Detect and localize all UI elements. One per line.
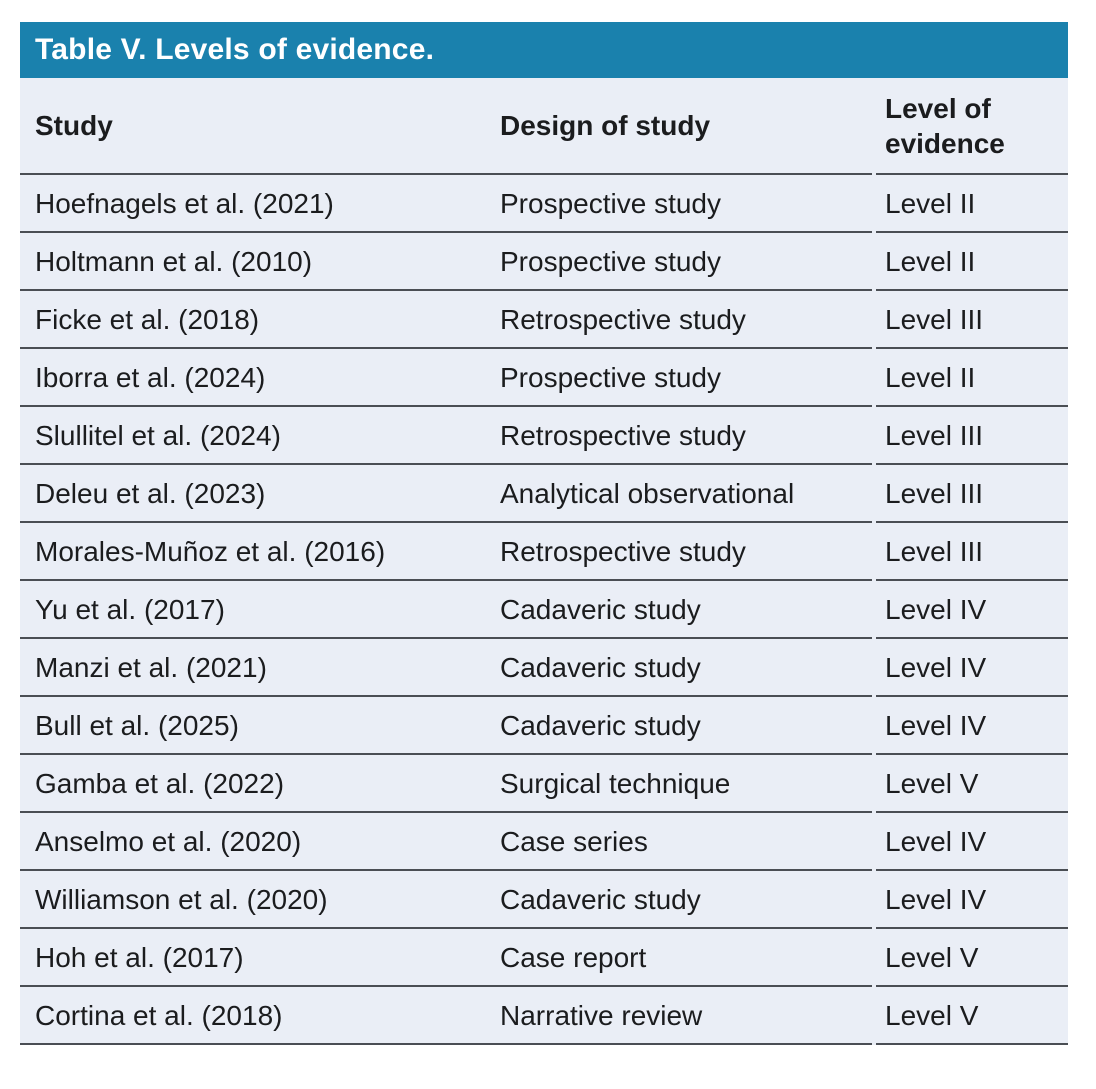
level-cell: Level V [876, 755, 1068, 813]
table-row: Cortina et al. (2018) Narrative review L… [20, 987, 1068, 1045]
level-cell: Level IV [876, 871, 1068, 929]
table-row: Anselmo et al. (2020) Case series Level … [20, 813, 1068, 871]
study-cell: Yu et al. (2017) [20, 581, 485, 639]
level-cell: Level II [876, 349, 1068, 407]
table-row: Hoh et al. (2017) Case report Level V [20, 929, 1068, 987]
design-cell: Prospective study [485, 349, 872, 407]
level-cell: Level II [876, 233, 1068, 291]
column-header-study: Study [20, 78, 485, 175]
table-row: Slullitel et al. (2024) Retrospective st… [20, 407, 1068, 465]
table-row: Williamson et al. (2020) Cadaveric study… [20, 871, 1068, 929]
table-title-bar: Table V. Levels of evidence. [20, 22, 1068, 78]
level-cell: Level IV [876, 581, 1068, 639]
study-cell: Anselmo et al. (2020) [20, 813, 485, 871]
study-cell: Morales-Muñoz et al. (2016) [20, 523, 485, 581]
table-row: Ficke et al. (2018) Retrospective study … [20, 291, 1068, 349]
design-cell: Case report [485, 929, 872, 987]
table-body: Hoefnagels et al. (2021) Prospective stu… [20, 175, 1068, 1045]
level-cell: Level V [876, 987, 1068, 1045]
level-cell: Level III [876, 291, 1068, 349]
level-cell: Level III [876, 407, 1068, 465]
level-cell: Level III [876, 523, 1068, 581]
table-row: Morales-Muñoz et al. (2016) Retrospectiv… [20, 523, 1068, 581]
design-cell: Surgical technique [485, 755, 872, 813]
level-cell: Level IV [876, 697, 1068, 755]
study-cell: Cortina et al. (2018) [20, 987, 485, 1045]
table-row: Manzi et al. (2021) Cadaveric study Leve… [20, 639, 1068, 697]
level-cell: Level II [876, 175, 1068, 233]
evidence-table: Table V. Levels of evidence. Study Desig… [20, 22, 1068, 1045]
design-cell: Retrospective study [485, 291, 872, 349]
design-cell: Retrospective study [485, 523, 872, 581]
design-cell: Narrative review [485, 987, 872, 1045]
table-row: Hoefnagels et al. (2021) Prospective stu… [20, 175, 1068, 233]
design-cell: Cadaveric study [485, 639, 872, 697]
study-cell: Hoefnagels et al. (2021) [20, 175, 485, 233]
column-header-level: Level of evidence [876, 78, 1068, 175]
study-cell: Iborra et al. (2024) [20, 349, 485, 407]
table-row: Yu et al. (2017) Cadaveric study Level I… [20, 581, 1068, 639]
study-cell: Ficke et al. (2018) [20, 291, 485, 349]
table-row: Bull et al. (2025) Cadaveric study Level… [20, 697, 1068, 755]
design-cell: Cadaveric study [485, 581, 872, 639]
table-title: Table V. Levels of evidence. [35, 33, 435, 66]
column-header-design: Design of study [485, 78, 872, 175]
table-row: Iborra et al. (2024) Prospective study L… [20, 349, 1068, 407]
study-cell: Gamba et al. (2022) [20, 755, 485, 813]
level-cell: Level IV [876, 813, 1068, 871]
level-cell: Level IV [876, 639, 1068, 697]
design-cell: Case series [485, 813, 872, 871]
study-cell: Deleu et al. (2023) [20, 465, 485, 523]
table-row: Deleu et al. (2023) Analytical observati… [20, 465, 1068, 523]
design-cell: Retrospective study [485, 407, 872, 465]
study-cell: Hoh et al. (2017) [20, 929, 485, 987]
design-cell: Cadaveric study [485, 697, 872, 755]
table-row: Gamba et al. (2022) Surgical technique L… [20, 755, 1068, 813]
design-cell: Analytical observational [485, 465, 872, 523]
study-cell: Slullitel et al. (2024) [20, 407, 485, 465]
study-cell: Bull et al. (2025) [20, 697, 485, 755]
study-cell: Williamson et al. (2020) [20, 871, 485, 929]
table-row: Holtmann et al. (2010) Prospective study… [20, 233, 1068, 291]
level-cell: Level III [876, 465, 1068, 523]
study-cell: Holtmann et al. (2010) [20, 233, 485, 291]
design-cell: Prospective study [485, 233, 872, 291]
table-header-row: Study Design of study Level of evidence [20, 78, 1068, 175]
study-cell: Manzi et al. (2021) [20, 639, 485, 697]
design-cell: Cadaveric study [485, 871, 872, 929]
design-cell: Prospective study [485, 175, 872, 233]
level-cell: Level V [876, 929, 1068, 987]
